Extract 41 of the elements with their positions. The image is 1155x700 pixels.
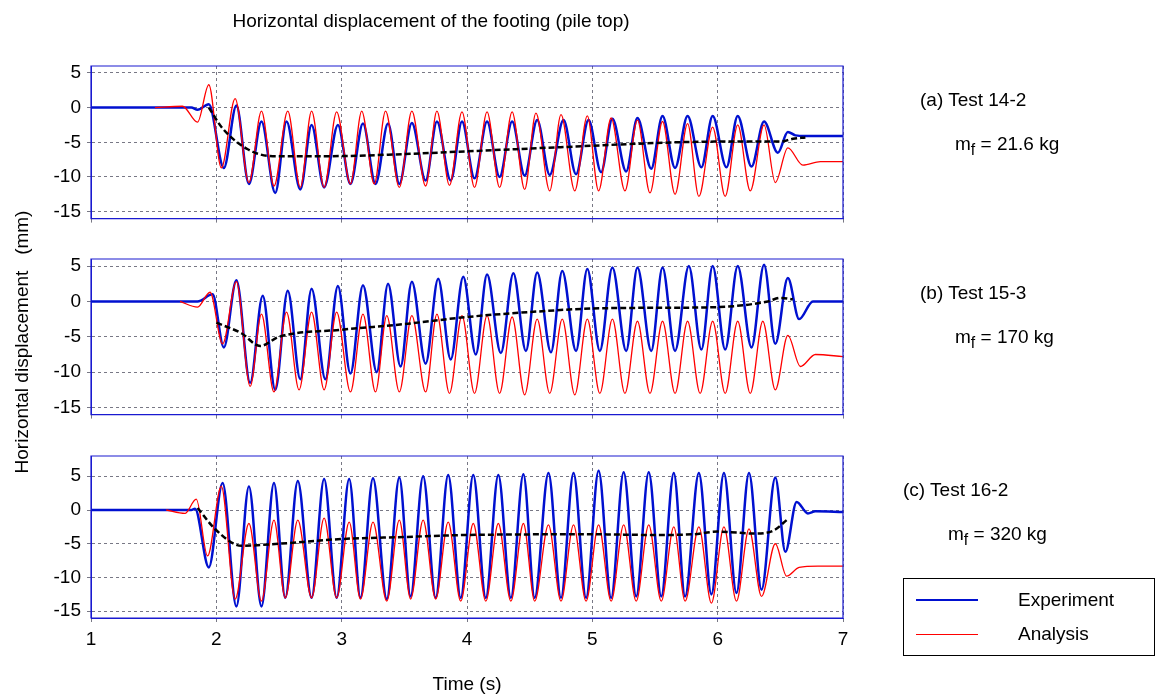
y-tick-label: -10 [53,565,81,587]
y-tick-label: -5 [64,531,81,553]
y-tick-label: -15 [53,599,81,621]
line-series [91,469,843,608]
y-tick-label: -5 [64,325,81,347]
x-tick-label: 4 [461,627,473,649]
y-tick-label: 5 [70,61,81,83]
line-series [196,506,788,548]
text: (b) Test 15-3 [920,282,1027,304]
y-tick-label: 0 [70,95,81,117]
line-series [165,485,843,604]
legend-label: Analysis [1018,623,1089,645]
y-tick-label: 5 [70,254,81,276]
x-tick-label: 5 [587,627,598,649]
y-tick-label: -15 [53,199,81,221]
line-series [154,84,843,198]
legend-label: Experiment [1018,589,1115,611]
line-series [215,296,795,348]
text: m$_{f}$ = 320 kg [948,523,1047,549]
y-tick-label: 5 [70,464,81,486]
y-tick-label: -15 [53,395,81,417]
x-tick-label: 7 [837,627,849,649]
line-series [179,280,843,396]
text: (a) Test 14-2 [920,89,1027,111]
x-axis-title: Time (s) [432,672,502,694]
text: m$_{f}$ = 170 kg [955,326,1054,352]
x-tick-label: 3 [336,627,347,649]
y-tick-label: -10 [53,165,81,187]
line-series [91,263,843,392]
y-tick-label: -10 [53,360,81,382]
y-tick-label: 0 [70,498,81,520]
x-tick-label: 2 [211,627,222,649]
line-series [207,106,807,158]
y-axis-title: Horizontal displacement (mm) [11,210,33,474]
text: m$_{f}$ = 21.6 kg [955,133,1060,159]
y-tick-label: 0 [70,289,81,311]
x-tick-label: 6 [712,627,723,649]
y-tick-label: -5 [64,130,81,152]
chart-title: Horizontal displacement of the footing (pile top) [231,10,631,32]
x-tick-label: 1 [85,627,97,649]
text: (c) Test 16-2 [903,479,1009,501]
